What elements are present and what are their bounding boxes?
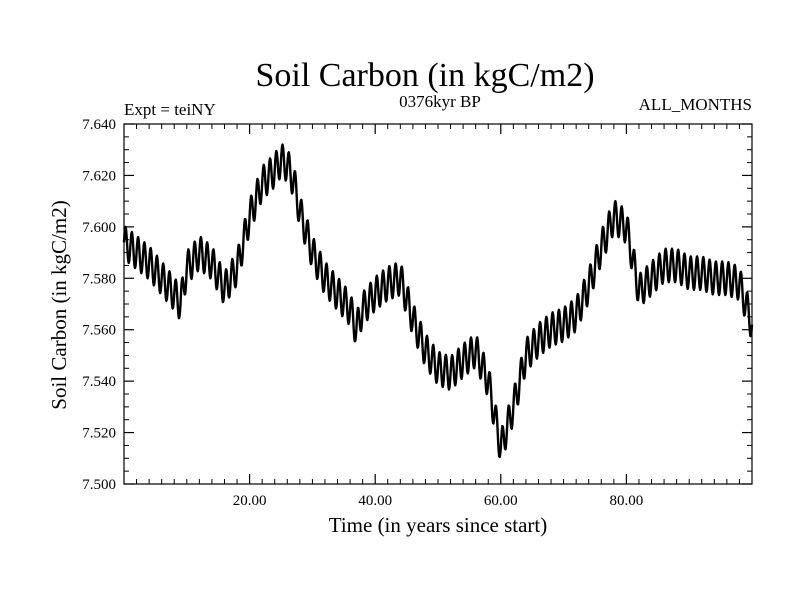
- x-tick-label: 80.00: [610, 493, 644, 509]
- chart-title: Soil Carbon (in kgC/m2): [255, 57, 594, 94]
- y-tick-label: 7.600: [82, 220, 116, 236]
- y-axis-label: Soil Carbon (in kgC/m2): [47, 200, 71, 409]
- x-tick-label: 20.00: [233, 493, 267, 509]
- x-axis-label: Time (in years since start): [329, 513, 548, 537]
- y-tick-label: 7.500: [82, 477, 116, 493]
- period-label: 0376kyr BP: [399, 92, 481, 111]
- y-tick-label: 7.580: [82, 271, 116, 287]
- y-tick-label: 7.560: [82, 323, 116, 339]
- plot-border: [123, 123, 753, 485]
- x-tick-label: 60.00: [484, 493, 518, 509]
- y-tick-label: 7.540: [82, 374, 116, 390]
- y-tick-label: 7.520: [82, 426, 116, 442]
- y-tick-label: 7.640: [82, 117, 116, 133]
- months-label: ALL_MONTHS: [639, 95, 752, 114]
- x-tick-label: 40.00: [358, 493, 392, 509]
- y-axis-ticks: 7.500 7.520 7.540 7.560 7.580 7.600 7.620 7.640: [82, 117, 752, 493]
- plot-frame: [123, 123, 753, 485]
- x-axis-ticks: 20.00 40.00 60.00 80.00: [233, 124, 644, 509]
- y-tick-label: 7.620: [82, 168, 116, 184]
- series-line-soil-carbon: [122, 143, 754, 459]
- experiment-label: Expt = teiNY: [124, 100, 216, 119]
